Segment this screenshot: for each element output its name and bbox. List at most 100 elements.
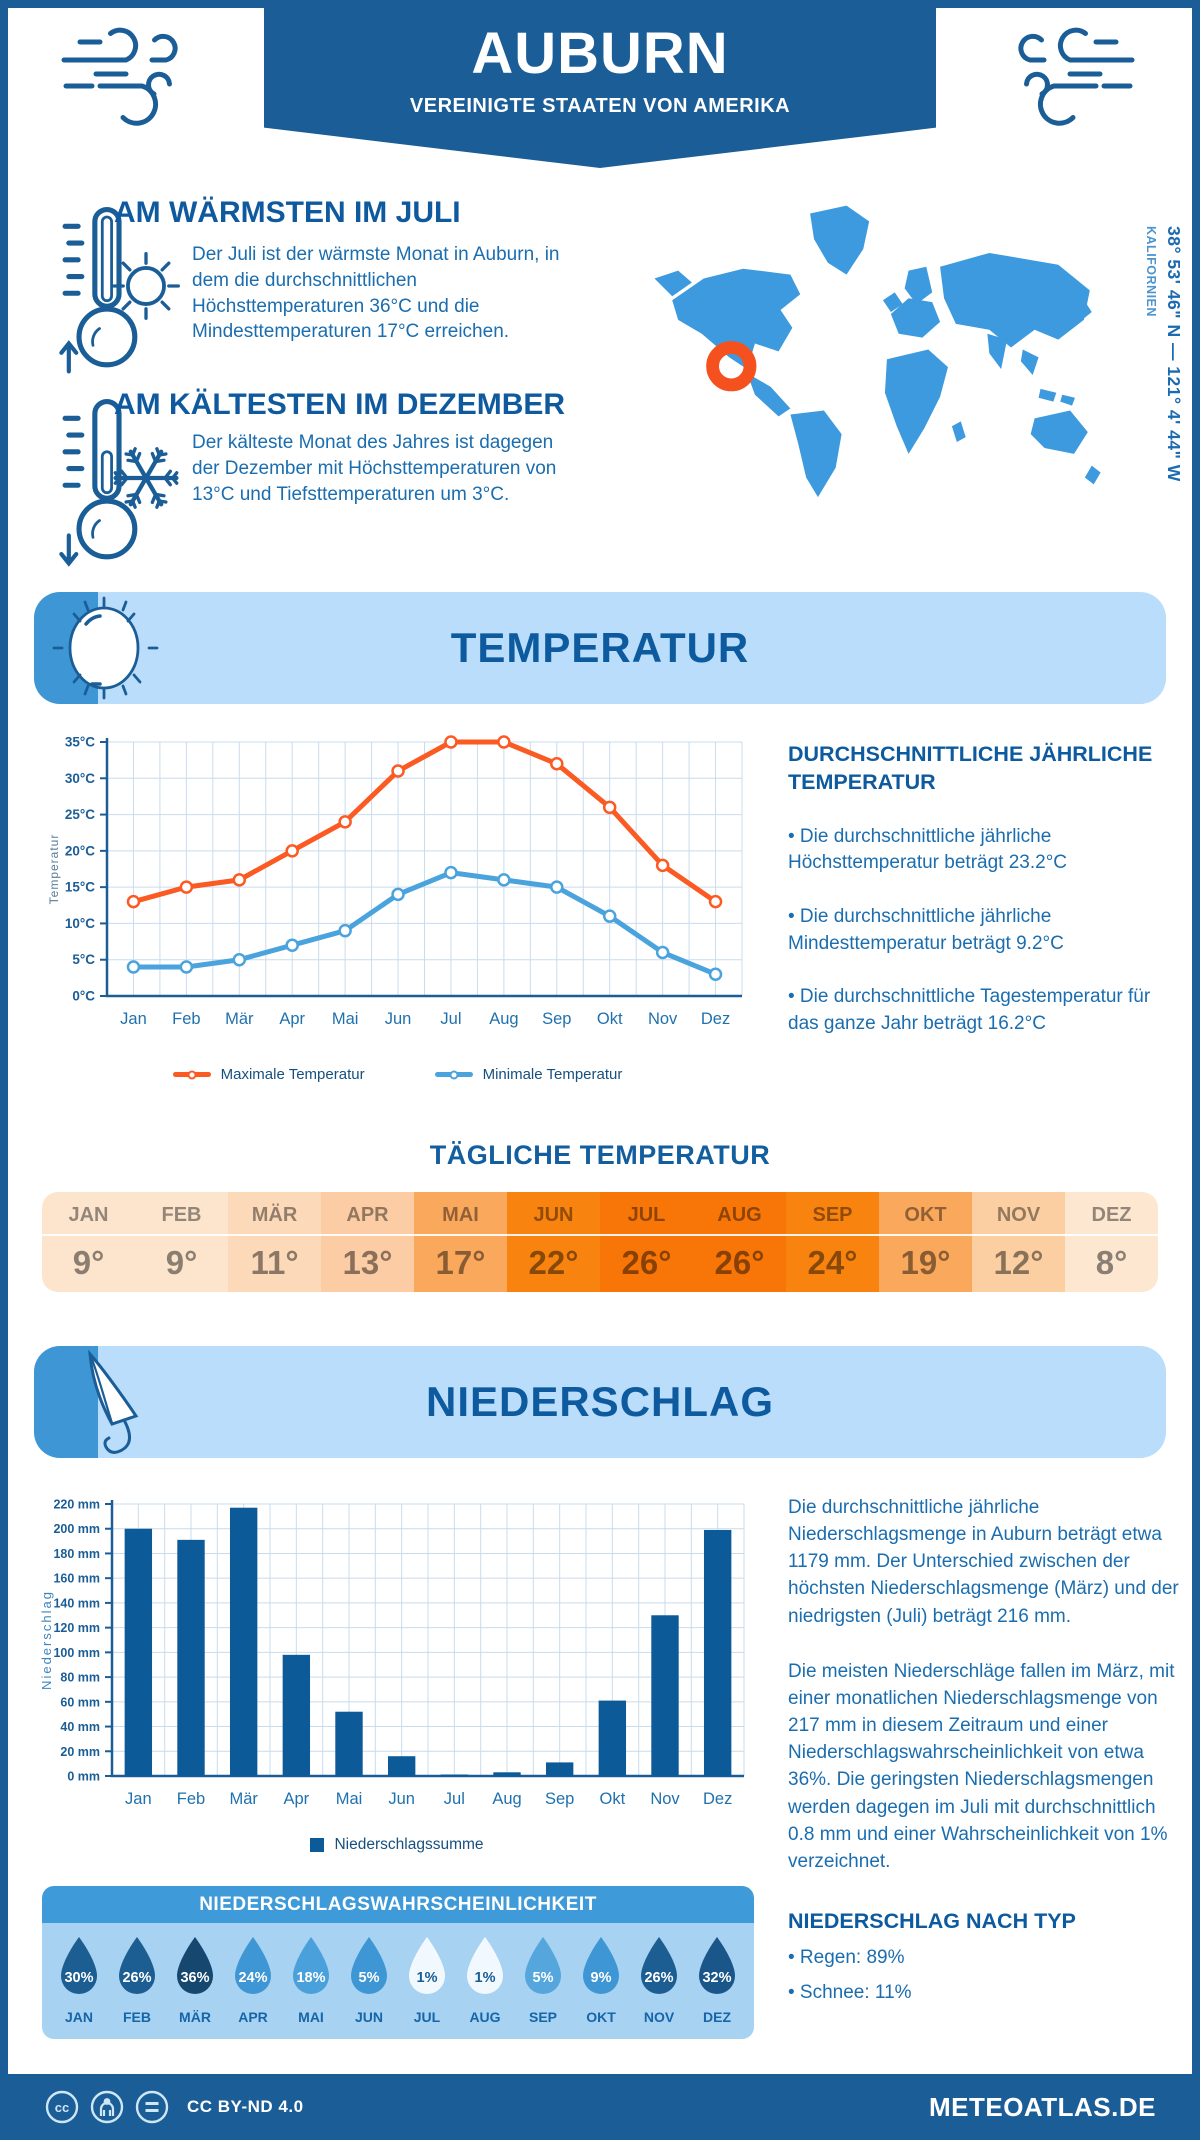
bullet-snow: • Schnee: 11% xyxy=(788,1982,912,2004)
svg-text:140 mm: 140 mm xyxy=(53,1596,100,1610)
svg-text:Feb: Feb xyxy=(172,1010,200,1028)
geo-coordinates: KALIFORNIEN 38° 53' 46" N — 121° 4' 44" … xyxy=(1144,226,1184,656)
svg-text:35°C: 35°C xyxy=(65,735,95,750)
svg-text:Aug: Aug xyxy=(492,1790,521,1808)
drop-month-label: SEP xyxy=(528,2009,557,2025)
raindrop-icon: 1% xyxy=(409,1937,445,1994)
coordinates-label: 38° 53' 46" N — 121° 4' 44" W xyxy=(1164,226,1184,482)
svg-text:Apr: Apr xyxy=(283,1790,309,1808)
svg-text:5%: 5% xyxy=(533,1970,554,1986)
precipitation-section-title: NIEDERSCHLAG xyxy=(425,1378,775,1425)
svg-text:Dez: Dez xyxy=(701,1010,730,1028)
probability-drop: 1% AUG xyxy=(456,1935,514,2025)
table-month-label: NOV xyxy=(972,1192,1065,1236)
umbrella-banner-icon xyxy=(88,1350,139,1454)
svg-text:Jan: Jan xyxy=(120,1010,147,1028)
svg-text:Jan: Jan xyxy=(125,1790,152,1808)
legend-label: Minimale Temperatur xyxy=(482,1066,623,1083)
table-month-column: JUN 22° xyxy=(507,1192,600,1292)
table-temperature-value: 24° xyxy=(807,1244,858,1281)
table-month-label: JUN xyxy=(507,1192,600,1236)
probability-drop: 5% SEP xyxy=(514,1935,572,2025)
warmest-month-text: Der Juli ist der wärmste Monat in Auburn… xyxy=(192,244,560,343)
temperature-legend: Maximale Temperatur Minimale Temperatur xyxy=(45,1066,750,1083)
precipitation-sidebar: Die durchschnittliche jährliche Niedersc… xyxy=(788,1494,1180,2004)
raindrop-icon: 30% xyxy=(61,1937,97,1994)
wind-icon xyxy=(61,27,178,126)
table-temperature-value: 13° xyxy=(342,1244,393,1281)
coldest-month-block: AM KÄLTESTEN IM DEZEMBER Der kälteste Mo… xyxy=(58,388,636,568)
sun-banner-icon xyxy=(52,596,159,700)
drop-month-label: JUL xyxy=(413,2009,441,2025)
svg-text:cc: cc xyxy=(55,2100,69,2115)
probability-drops: 30% JAN 26% FEB 36% MÄR 24% APR 18% MAI 5% JUN 1% JUL… xyxy=(42,1923,754,2039)
svg-text:Sep: Sep xyxy=(542,1010,571,1028)
svg-text:Dez: Dez xyxy=(703,1790,732,1808)
svg-text:30%: 30% xyxy=(64,1970,93,1986)
location-marker xyxy=(706,341,757,392)
svg-text:0°C: 0°C xyxy=(72,989,95,1004)
raindrop-icon: 36% xyxy=(177,1937,213,1994)
table-month-column: MAI 17° xyxy=(414,1192,507,1292)
svg-text:160 mm: 160 mm xyxy=(53,1572,100,1586)
site-label: METEOATLAS.DE xyxy=(928,2091,1156,2122)
table-month-label: DEZ xyxy=(1065,1192,1158,1236)
thermometer-down-icon xyxy=(59,399,138,567)
svg-text:10°C: 10°C xyxy=(65,916,95,931)
table-temperature-value: 22° xyxy=(528,1244,579,1281)
table-month-label: SEP xyxy=(786,1192,879,1236)
table-month-label: FEB xyxy=(135,1192,228,1236)
svg-text:5°C: 5°C xyxy=(72,952,95,967)
svg-text:60 mm: 60 mm xyxy=(60,1695,100,1709)
drop-month-label: FEB xyxy=(123,2009,151,2025)
raindrop-icon: 26% xyxy=(119,1937,155,1994)
svg-text:Niederschlag: Niederschlag xyxy=(39,1590,54,1690)
coldest-month-text: Der kälteste Monat des Jahres ist dagege… xyxy=(192,432,557,505)
person-icon xyxy=(90,2090,124,2124)
precipitation-bar-chart: 0 mm 20 mm 40 mm 60 mm 80 mm 100 mm 120 mm 140 … xyxy=(39,1498,745,1808)
probability-drop: 30% JAN xyxy=(50,1935,108,2025)
probability-drop: 1% JUL xyxy=(398,1935,456,2025)
svg-text:1%: 1% xyxy=(417,1970,438,1986)
drop-month-label: NOV xyxy=(643,2009,675,2025)
snowflake-icon xyxy=(113,447,179,509)
probability-drop: 5% JUN xyxy=(340,1935,398,2025)
svg-text:Jul: Jul xyxy=(444,1790,465,1808)
probability-drop: 36% MÄR xyxy=(166,1935,224,2025)
svg-text:Mär: Mär xyxy=(225,1010,254,1028)
probability-drop: 26% FEB xyxy=(108,1935,166,2025)
svg-text:36%: 36% xyxy=(180,1970,209,1986)
table-temperature-value: 8° xyxy=(1095,1244,1128,1281)
thermometer-up-icon xyxy=(59,207,138,374)
bullet-day-temp: • Die durchschnittliche Tagestemperatur … xyxy=(788,986,1151,1034)
svg-text:Okt: Okt xyxy=(599,1790,625,1808)
svg-text:9%: 9% xyxy=(591,1970,612,1986)
footer: cc CC BY-ND 4.0 METEOATLAS.DE xyxy=(0,2074,1200,2140)
probability-drop: 24% APR xyxy=(224,1935,282,2025)
region-label: KALIFORNIEN xyxy=(1144,226,1158,317)
license-group: cc CC BY-ND 4.0 xyxy=(44,2089,304,2125)
min-line-marker xyxy=(434,1070,473,1079)
table-month-column: AUG 26° xyxy=(693,1192,786,1292)
bullet-max-temp: • Die durchschnittliche jährliche Höchst… xyxy=(788,825,1068,874)
svg-text:26%: 26% xyxy=(122,1970,151,1986)
header-banner: AUBURN VEREINIGTE STAATEN VON AMERIKA xyxy=(264,0,936,168)
table-month-label: OKT xyxy=(879,1192,972,1236)
table-month-column: FEB 9° xyxy=(135,1192,228,1292)
raindrop-icon: 9% xyxy=(583,1937,619,1994)
bullet-min-temp: • Die durchschnittliche jährliche Mindes… xyxy=(788,905,1064,954)
table-month-label: JAN xyxy=(42,1192,135,1236)
bullet-rain: • Regen: 89% xyxy=(788,1947,905,1969)
drop-month-label: MAI xyxy=(298,2009,324,2025)
svg-text:20°C: 20°C xyxy=(65,843,95,858)
city-title: AUBURN xyxy=(471,21,729,86)
table-month-column: OKT 19° xyxy=(879,1192,972,1292)
svg-text:1%: 1% xyxy=(475,1970,496,1986)
svg-text:120 mm: 120 mm xyxy=(53,1621,100,1635)
svg-text:24%: 24% xyxy=(238,1970,267,1986)
table-month-column: JUL 26° xyxy=(600,1192,693,1292)
sun-icon xyxy=(112,252,180,320)
svg-text:Apr: Apr xyxy=(279,1010,305,1028)
drop-month-label: AUG xyxy=(469,2009,501,2025)
